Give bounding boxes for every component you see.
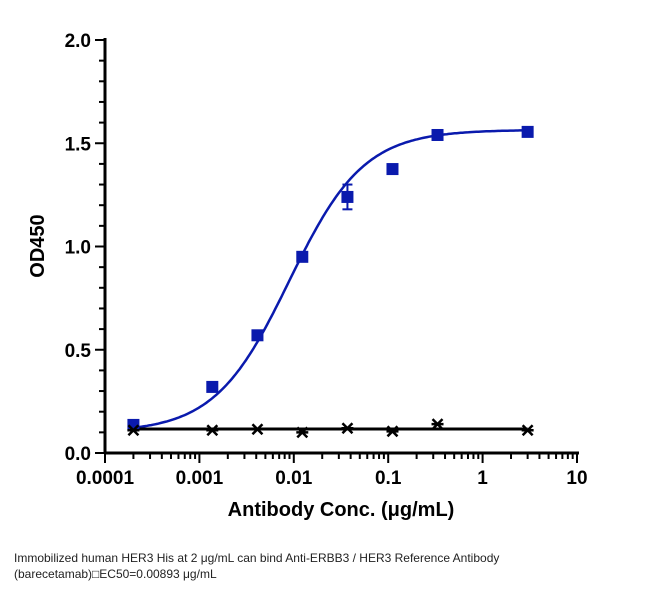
y-tick-label: 1.5 (65, 134, 92, 155)
x-marker (431, 418, 444, 430)
data-point-x (206, 424, 219, 437)
x-marker (127, 424, 140, 437)
x-marker (251, 423, 264, 436)
x-tick-label: 0.1 (375, 468, 402, 489)
data-points (127, 125, 534, 439)
data-point-x (341, 422, 354, 435)
x-marker (296, 426, 309, 439)
x-tick-label: 0.0001 (76, 468, 135, 489)
x-tick-label: 10 (566, 468, 587, 489)
y-axis-label: OD450 (27, 214, 49, 277)
data-point-x (521, 424, 534, 437)
data-point-square (386, 163, 399, 176)
data-point-x (127, 424, 140, 437)
fit-curve (133, 129, 528, 430)
data-point-x (386, 425, 399, 438)
y-tick-label: 0.0 (65, 444, 91, 465)
x-marker (341, 422, 354, 435)
y-tick-label: 1.0 (65, 238, 91, 259)
data-point-square (251, 329, 264, 342)
data-point-square (521, 125, 534, 138)
data-point-square (341, 190, 354, 203)
x-marker (386, 425, 399, 438)
x-tick-label: 0.01 (275, 468, 312, 489)
data-point-x (296, 426, 309, 439)
x-tick-label: 0.001 (176, 468, 224, 489)
data-point-square (431, 128, 444, 141)
y-tick-label: 0.5 (65, 341, 92, 362)
x-tick-label: 1 (477, 468, 488, 489)
caption-line-2: (barecetamab)□EC50=0.00893 μg/mL (14, 567, 217, 581)
data-point-square (296, 250, 309, 263)
x-marker (521, 424, 534, 437)
data-point-square (206, 380, 219, 393)
fit-curves (133, 129, 528, 431)
caption-line-1: Immobilized human HER3 His at 2 μg/mL ca… (14, 551, 500, 565)
y-tick-label: 2.0 (65, 31, 91, 52)
data-point-x (431, 418, 444, 430)
x-axis-label: Antibody Conc. (μg/mL) (228, 499, 455, 521)
axes: 0.0 0.5 1.0 1.5 2.0 0.0001 0.001 0.01 0.1 1 10 (65, 31, 588, 489)
x-marker (206, 424, 219, 437)
data-point-x (251, 423, 264, 436)
